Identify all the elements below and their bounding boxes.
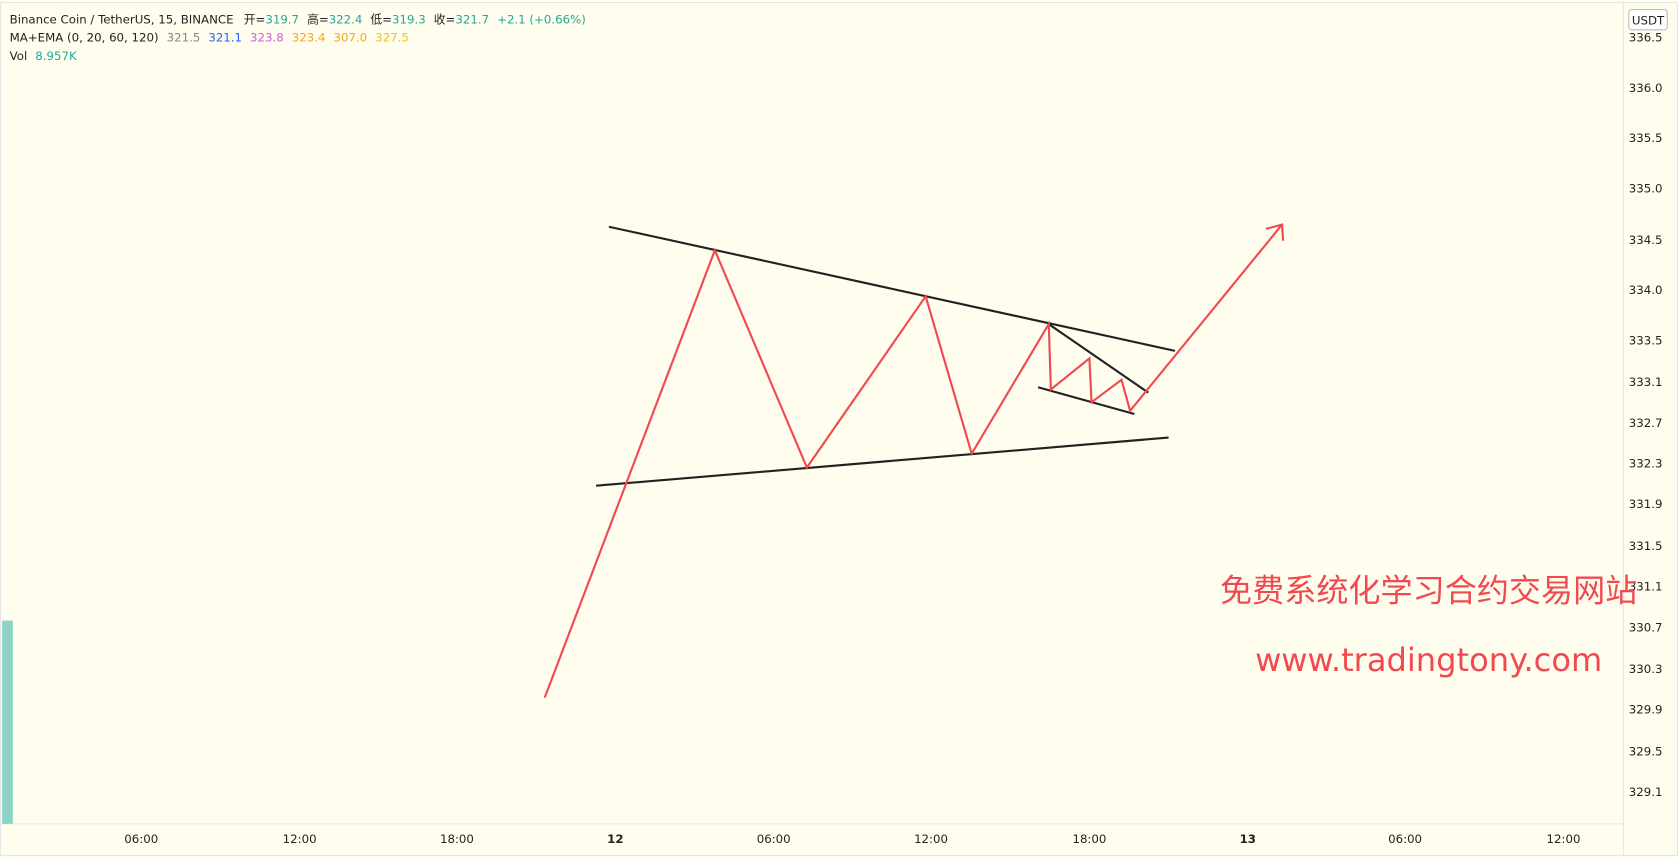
indicator-value: 321.1 <box>208 31 242 45</box>
time-label: 06:00 <box>757 832 791 846</box>
indicator-value: 323.8 <box>250 31 284 45</box>
price-label: 329.5 <box>1629 744 1663 758</box>
price-label: 332.3 <box>1629 457 1663 471</box>
indicator-value: 321.5 <box>167 31 201 45</box>
price-label: 330.3 <box>1629 662 1663 676</box>
price-label: 329.1 <box>1629 785 1663 799</box>
price-label: 335.5 <box>1629 131 1663 145</box>
price-label: 331.9 <box>1629 497 1663 511</box>
ohlc-value: 319.3 <box>392 12 426 26</box>
price-label: 336.5 <box>1629 31 1663 45</box>
volume-legend: Vol 8.957K <box>10 49 77 63</box>
time-label: 12:00 <box>1547 832 1581 846</box>
symbol: Binance Coin / TetherUS, 15, BINANCE <box>10 12 234 26</box>
indicator-value: 307.0 <box>333 31 367 45</box>
upper-trendline <box>608 225 1176 352</box>
price-label: 332.7 <box>1629 416 1663 430</box>
price-label: 335.0 <box>1629 181 1663 195</box>
indicator-value: 323.4 <box>292 31 326 45</box>
price-label: 334.5 <box>1629 233 1663 247</box>
price-path <box>543 223 1283 698</box>
price-label: 331.1 <box>1629 580 1663 594</box>
currency: USDT <box>1632 13 1665 27</box>
volume-bars <box>2 620 13 824</box>
time-label: 18:00 <box>1072 832 1106 846</box>
time-label: 06:00 <box>1388 832 1422 846</box>
change: +2.1 (+0.66%) <box>497 12 586 26</box>
time-label: 06:00 <box>124 832 158 846</box>
ohlc-value: 321.7 <box>455 12 489 26</box>
time-label: 12 <box>607 832 623 846</box>
price-label: 334.0 <box>1629 283 1663 297</box>
price-label: 333.5 <box>1629 333 1663 347</box>
watermark-title: 免费系统化学习合约交易网站 <box>1220 571 1637 609</box>
price-label: 330.7 <box>1629 620 1663 634</box>
price-label: 329.9 <box>1629 703 1663 717</box>
indicator-legend: MA+EMA (0, 20, 60, 120) 321.5 321.1 323.… <box>10 31 409 45</box>
ohlc-value: 322.4 <box>329 12 363 26</box>
currency-badge[interactable] <box>1628 8 1668 31</box>
price-label: 331.5 <box>1629 539 1663 553</box>
watermark-url: www.tradingtony.com <box>1255 641 1602 679</box>
time-label: 12:00 <box>283 832 317 846</box>
arrow-head <box>1265 223 1285 241</box>
lower-trendline <box>595 436 1169 487</box>
symbol-legend: Binance Coin / TetherUS, 15, BINANCE 开=3… <box>10 12 586 26</box>
volume-label: Vol <box>10 49 28 63</box>
flag-upper <box>1048 323 1149 394</box>
drawings <box>543 223 1285 698</box>
time-label: 13 <box>1240 832 1256 846</box>
price-label: 333.1 <box>1629 375 1663 389</box>
flag-lower <box>1037 386 1135 416</box>
time-label: 12:00 <box>914 832 948 846</box>
indicator-value: 327.5 <box>375 31 409 45</box>
ohlc-label: 开= <box>244 12 266 26</box>
ohlc-value: 319.7 <box>265 12 299 26</box>
ohlc-label: 低= <box>370 12 392 26</box>
ohlc-label: 高= <box>307 12 329 26</box>
indicator: MA+EMA (0, 20, 60, 120) <box>10 31 159 45</box>
ohlc-label: 收= <box>434 12 456 26</box>
time-label: 18:00 <box>440 832 474 846</box>
price-label: 336.0 <box>1629 81 1663 95</box>
volume-value: 8.957K <box>35 49 77 63</box>
